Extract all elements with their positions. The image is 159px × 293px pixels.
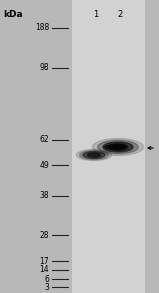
- Text: 2: 2: [117, 10, 123, 19]
- Text: 6: 6: [44, 275, 49, 284]
- Ellipse shape: [83, 151, 105, 159]
- Text: 98: 98: [39, 64, 49, 72]
- Text: 28: 28: [39, 231, 49, 239]
- Ellipse shape: [80, 150, 108, 160]
- Ellipse shape: [76, 149, 112, 161]
- Text: 62: 62: [39, 135, 49, 144]
- Text: 1: 1: [93, 10, 99, 19]
- Text: 188: 188: [35, 23, 49, 33]
- Ellipse shape: [115, 145, 125, 149]
- Text: 17: 17: [39, 256, 49, 265]
- Bar: [72, 0, 145, 293]
- Ellipse shape: [108, 144, 128, 150]
- Text: 49: 49: [39, 161, 49, 169]
- Ellipse shape: [103, 142, 133, 152]
- Ellipse shape: [98, 140, 138, 154]
- Ellipse shape: [105, 145, 123, 149]
- Text: 38: 38: [39, 192, 49, 200]
- Text: 3: 3: [44, 282, 49, 292]
- Ellipse shape: [111, 145, 125, 149]
- Text: kDa: kDa: [3, 10, 23, 19]
- Ellipse shape: [87, 153, 101, 157]
- Ellipse shape: [93, 139, 144, 156]
- Text: 14: 14: [39, 265, 49, 275]
